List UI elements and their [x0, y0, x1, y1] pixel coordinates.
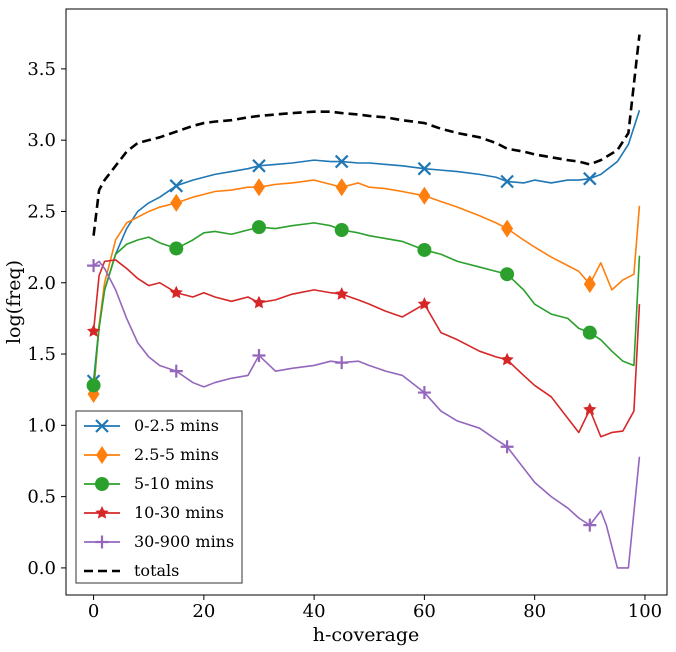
series-marker-2 — [334, 222, 349, 237]
legend-marker-1 — [96, 446, 108, 464]
series-marker-2 — [417, 242, 432, 257]
x-tick-label: 60 — [413, 601, 436, 622]
plot-frame — [65, 8, 668, 596]
series-marker-2 — [169, 241, 184, 256]
series-marker-2 — [86, 378, 101, 393]
series-marker-4 — [335, 356, 349, 370]
legend-label-0: 0-2.5 mins — [134, 416, 219, 435]
legend-label-5: totals — [134, 561, 179, 580]
series-marker-3 — [583, 402, 597, 416]
y-tick-label: 2.0 — [27, 273, 56, 294]
series-marker-0 — [583, 171, 597, 186]
legend-marker-0 — [95, 419, 109, 433]
legend: 0-2.5 mins 2.5-5 mins 5-10 mins 10-30 mins 3… — [75, 410, 243, 584]
series-marker-1 — [583, 275, 596, 294]
series-marker-0 — [500, 174, 514, 189]
legend-label-1: 2.5-5 mins — [134, 445, 219, 464]
series-marker-3 — [169, 285, 183, 299]
series-line-3 — [92, 259, 641, 438]
series-marker-2 — [582, 325, 597, 340]
y-tick-label: 3.0 — [27, 130, 56, 151]
series-marker-4 — [87, 259, 101, 273]
series-line-0 — [92, 109, 641, 382]
series-marker-0 — [169, 179, 184, 193]
series-marker-1 — [335, 178, 348, 197]
y-tick-label: 3.5 — [27, 59, 56, 80]
series-marker-2 — [251, 220, 266, 235]
x-tick-label: 100 — [628, 601, 662, 622]
legend-marker-4 — [95, 535, 109, 549]
series-marker-0 — [252, 159, 266, 173]
legend-label-2: 5-10 mins — [134, 474, 214, 493]
series-marker-1 — [418, 186, 431, 205]
series-marker-1 — [501, 219, 514, 238]
y-axis-label: log(freq) — [3, 260, 25, 344]
series-marker-3 — [500, 352, 514, 366]
series-line-4 — [93, 260, 641, 569]
legend-marker-3 — [95, 506, 109, 519]
series-marker-3 — [86, 324, 101, 337]
series-line-2 — [92, 222, 641, 386]
axis-ticks: 0 20 40 60 80 100 0.0 0.5 1.0 1.5 2.0 2.5 3.0 3.5 — [27, 59, 662, 622]
series-marker-1 — [252, 178, 265, 197]
series-marker-4 — [500, 440, 514, 454]
series-marker-1 — [170, 193, 183, 212]
series-marker-4 — [417, 386, 431, 400]
series-marker-3 — [252, 295, 266, 309]
legend-label-3: 10-30 mins — [134, 503, 224, 522]
series-marker-3 — [335, 287, 349, 300]
x-tick-label: 80 — [523, 601, 546, 622]
y-tick-label: 1.0 — [27, 415, 56, 436]
series-layer — [86, 34, 641, 569]
legend-marker-2 — [95, 477, 109, 491]
x-tick-label: 40 — [303, 601, 326, 622]
series-marker-2 — [500, 267, 515, 282]
series-line-5 — [92, 34, 641, 236]
series-marker-3 — [417, 297, 432, 310]
series-marker-0 — [417, 161, 432, 176]
x-tick-label: 20 — [192, 601, 215, 622]
x-axis-label: h-coverage — [313, 624, 420, 646]
x-tick-label: 0 — [88, 601, 99, 622]
y-tick-label: 1.5 — [27, 344, 56, 365]
series-marker-4 — [583, 518, 597, 532]
y-tick-label: 2.5 — [27, 201, 56, 222]
series-marker-4 — [169, 364, 183, 378]
y-tick-label: 0.0 — [27, 558, 56, 579]
legend-label-4: 30-900 mins — [134, 532, 234, 551]
y-tick-label: 0.5 — [27, 487, 56, 508]
series-line-1 — [92, 179, 641, 395]
legend-frame — [75, 410, 243, 584]
series-marker-0 — [334, 154, 349, 169]
series-marker-4 — [252, 348, 266, 362]
